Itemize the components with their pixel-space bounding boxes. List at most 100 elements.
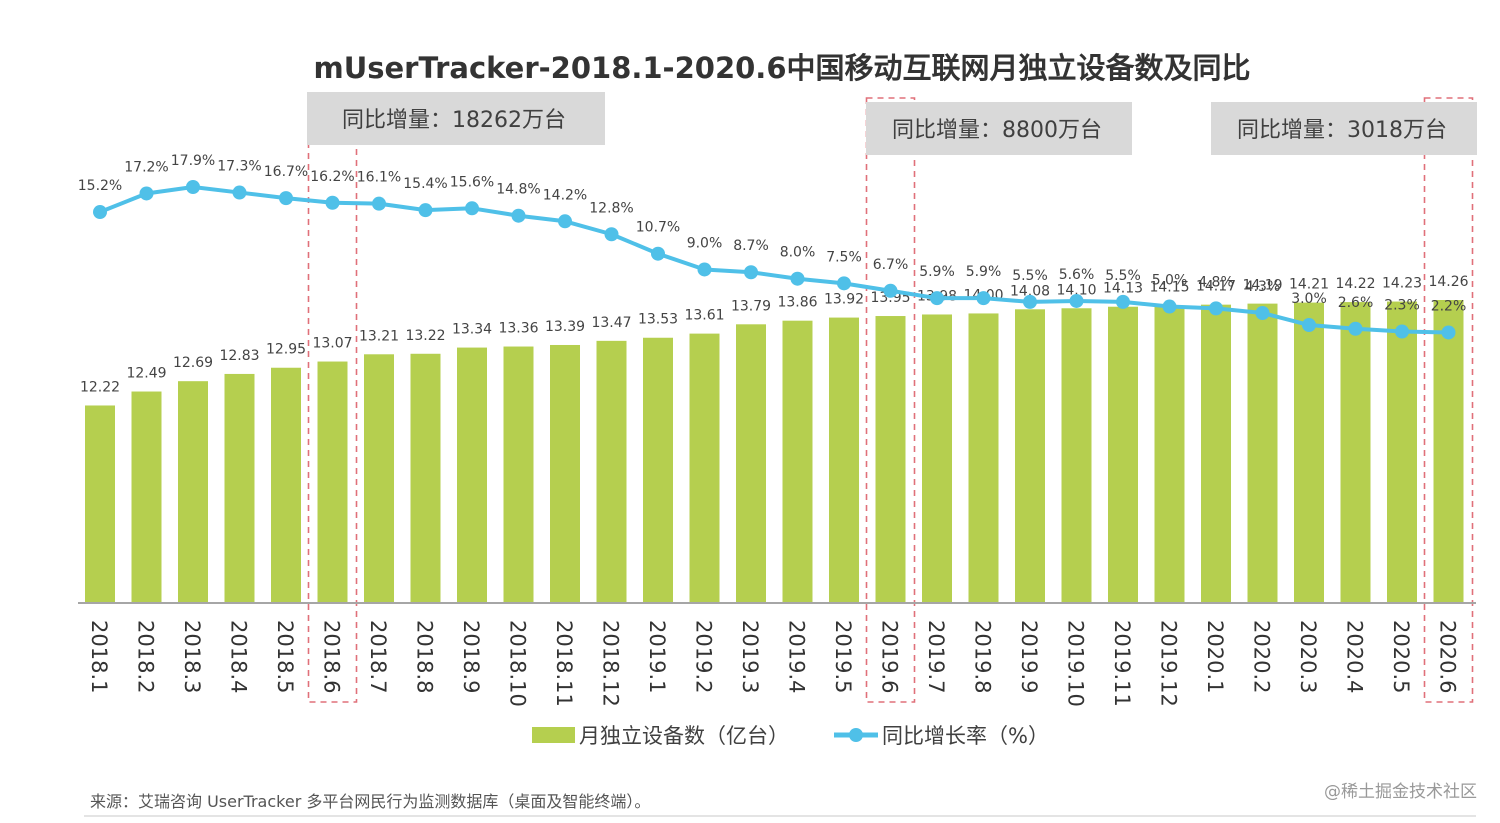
legend-bar-label: 月独立设备数（亿台） bbox=[579, 724, 789, 748]
rate-label-2020.4: 2.6% bbox=[1338, 295, 1374, 311]
bar-label-2018.1: 12.22 bbox=[80, 379, 120, 395]
x-tick-2019.11: 2019.11 bbox=[1110, 620, 1134, 707]
bar-label-2020.6: 14.26 bbox=[1428, 274, 1468, 290]
legend-line-label: 同比增长率（%） bbox=[882, 724, 1049, 748]
x-tick-2018.1: 2018.1 bbox=[87, 620, 111, 693]
bar-2019.12 bbox=[1154, 305, 1185, 603]
rate-label-2020.2: 4.3% bbox=[1245, 279, 1281, 295]
rate-point-2020.5 bbox=[1395, 324, 1409, 339]
bar-2019.1 bbox=[643, 337, 673, 603]
bar-2018.2 bbox=[131, 391, 162, 603]
rate-point-2019.3 bbox=[744, 265, 758, 280]
rate-label-2018.2: 17.2% bbox=[124, 159, 168, 175]
rate-point-2019.8 bbox=[976, 291, 991, 306]
rate-label-2019.9: 5.5% bbox=[1012, 268, 1048, 284]
rate-label-2020.5: 2.3% bbox=[1384, 298, 1420, 314]
rate-point-2018.5 bbox=[279, 191, 293, 206]
rate-point-2018.2 bbox=[139, 186, 154, 201]
bar-2018.12 bbox=[596, 340, 627, 603]
annotation-1-box bbox=[307, 92, 605, 145]
bar-2018.7 bbox=[364, 354, 394, 603]
bar-2018.6 bbox=[317, 361, 348, 603]
x-tick-2019.1: 2019.1 bbox=[645, 620, 669, 693]
legend-bar-swatch bbox=[532, 727, 575, 743]
rate-point-2020.2 bbox=[1255, 306, 1270, 321]
bar-2019.11 bbox=[1108, 306, 1138, 603]
x-tick-2020.6: 2020.6 bbox=[1436, 620, 1460, 693]
bar-label-2019.5: 13.92 bbox=[824, 292, 864, 308]
rate-point-2018.7 bbox=[372, 196, 386, 211]
x-tick-2018.4: 2018.4 bbox=[227, 620, 251, 693]
bar-2020.5 bbox=[1387, 301, 1417, 603]
bar-2018.1 bbox=[85, 405, 115, 603]
rate-label-2018.11: 14.2% bbox=[543, 187, 587, 203]
rate-point-2018.11 bbox=[558, 214, 572, 229]
rate-point-2018.1 bbox=[93, 205, 107, 220]
bar-label-2019.4: 13.86 bbox=[777, 295, 817, 311]
rate-label-2019.2: 9.0% bbox=[687, 235, 723, 251]
rate-label-2018.10: 14.8% bbox=[496, 182, 540, 198]
x-tick-2019.9: 2019.9 bbox=[1017, 620, 1041, 693]
rate-label-2018.7: 16.1% bbox=[357, 170, 401, 186]
annotation-2: 同比增量：8800万台 bbox=[866, 102, 1132, 155]
rate-point-2019.5 bbox=[837, 276, 851, 291]
rate-label-2018.12: 12.8% bbox=[589, 200, 633, 216]
bar-label-2018.7: 13.21 bbox=[359, 328, 399, 344]
x-tick-2019.7: 2019.7 bbox=[924, 620, 948, 693]
bar-2019.7 bbox=[922, 314, 952, 603]
highlight-box-2019.6 bbox=[865, 97, 916, 703]
rate-point-2019.9 bbox=[1023, 294, 1037, 309]
x-tick-2018.7: 2018.7 bbox=[366, 620, 390, 693]
highlight-box-2020.6 bbox=[1423, 97, 1474, 703]
bar-label-2018.11: 13.39 bbox=[545, 319, 585, 335]
x-tick-2018.6: 2018.6 bbox=[320, 620, 344, 693]
legend-line-marker bbox=[849, 728, 863, 742]
rate-point-2019.6 bbox=[883, 283, 898, 298]
x-tick-2018.5: 2018.5 bbox=[273, 620, 297, 693]
rate-label-2019.3: 8.7% bbox=[733, 238, 769, 254]
bar-label-2018.4: 12.83 bbox=[219, 348, 259, 364]
bar-2020.4 bbox=[1340, 302, 1371, 603]
rate-point-2019.7 bbox=[930, 291, 944, 306]
rate-label-2020.3: 3.0% bbox=[1291, 291, 1327, 307]
bar-label-2019.12: 14.15 bbox=[1149, 280, 1189, 296]
rate-label-2018.9: 15.6% bbox=[450, 174, 494, 190]
bar-2018.3 bbox=[178, 381, 208, 603]
rate-label-2019.7: 5.9% bbox=[919, 264, 955, 280]
bar-2020.3 bbox=[1294, 302, 1324, 603]
rate-point-2019.12 bbox=[1162, 299, 1177, 314]
bar-label-2019.9: 14.08 bbox=[1010, 283, 1050, 299]
x-tick-2019.5: 2019.5 bbox=[831, 620, 855, 693]
x-tick-2019.10: 2019.10 bbox=[1064, 620, 1088, 707]
rate-label-2019.5: 7.5% bbox=[826, 249, 862, 265]
rate-point-2018.6 bbox=[325, 195, 340, 210]
bar-label-2018.5: 12.95 bbox=[266, 342, 306, 358]
annotation-3-text: 同比增量：3018万台 bbox=[1237, 118, 1447, 143]
annotation-3: 同比增量：3018万台 bbox=[1211, 102, 1477, 155]
rate-label-2019.1: 10.7% bbox=[636, 220, 680, 236]
rate-value-labels: 15.2%17.2% 17.9% 17.3% 16.7% 16.2% 16.1% 15.4%… bbox=[78, 153, 1467, 314]
rate-label-2018.6: 16.2% bbox=[310, 169, 354, 185]
bar-2018.10 bbox=[503, 346, 534, 603]
rate-label-2019.8: 5.9% bbox=[966, 264, 1002, 280]
rate-point-2019.1 bbox=[651, 246, 665, 261]
bar-2019.4 bbox=[782, 320, 813, 603]
rate-point-2018.9 bbox=[465, 201, 479, 216]
x-tick-2019.12: 2019.12 bbox=[1157, 620, 1181, 707]
bar-label-2019.10: 14.10 bbox=[1056, 282, 1096, 298]
x-tick-2019.6: 2019.6 bbox=[878, 620, 902, 693]
bar-2019.8 bbox=[968, 313, 999, 603]
bar-label-2019.3: 13.79 bbox=[731, 298, 771, 314]
rate-label-2018.8: 15.4% bbox=[403, 176, 447, 192]
rate-label-2020.6: 2.2% bbox=[1431, 298, 1467, 314]
bar-label-2020.4: 14.22 bbox=[1335, 276, 1375, 292]
bar-2019.2 bbox=[689, 333, 720, 603]
x-tick-2018.8: 2018.8 bbox=[413, 620, 437, 693]
rate-point-2020.6 bbox=[1441, 325, 1456, 340]
rate-point-2019.4 bbox=[790, 271, 805, 286]
rate-point-2018.8 bbox=[418, 203, 433, 218]
bar-2020.6 bbox=[1433, 300, 1464, 603]
annotation-1: 同比增量：18262万台 bbox=[307, 92, 605, 145]
annotation-2-text: 同比增量：8800万台 bbox=[892, 118, 1102, 143]
x-tick-2019.2: 2019.2 bbox=[692, 620, 716, 693]
